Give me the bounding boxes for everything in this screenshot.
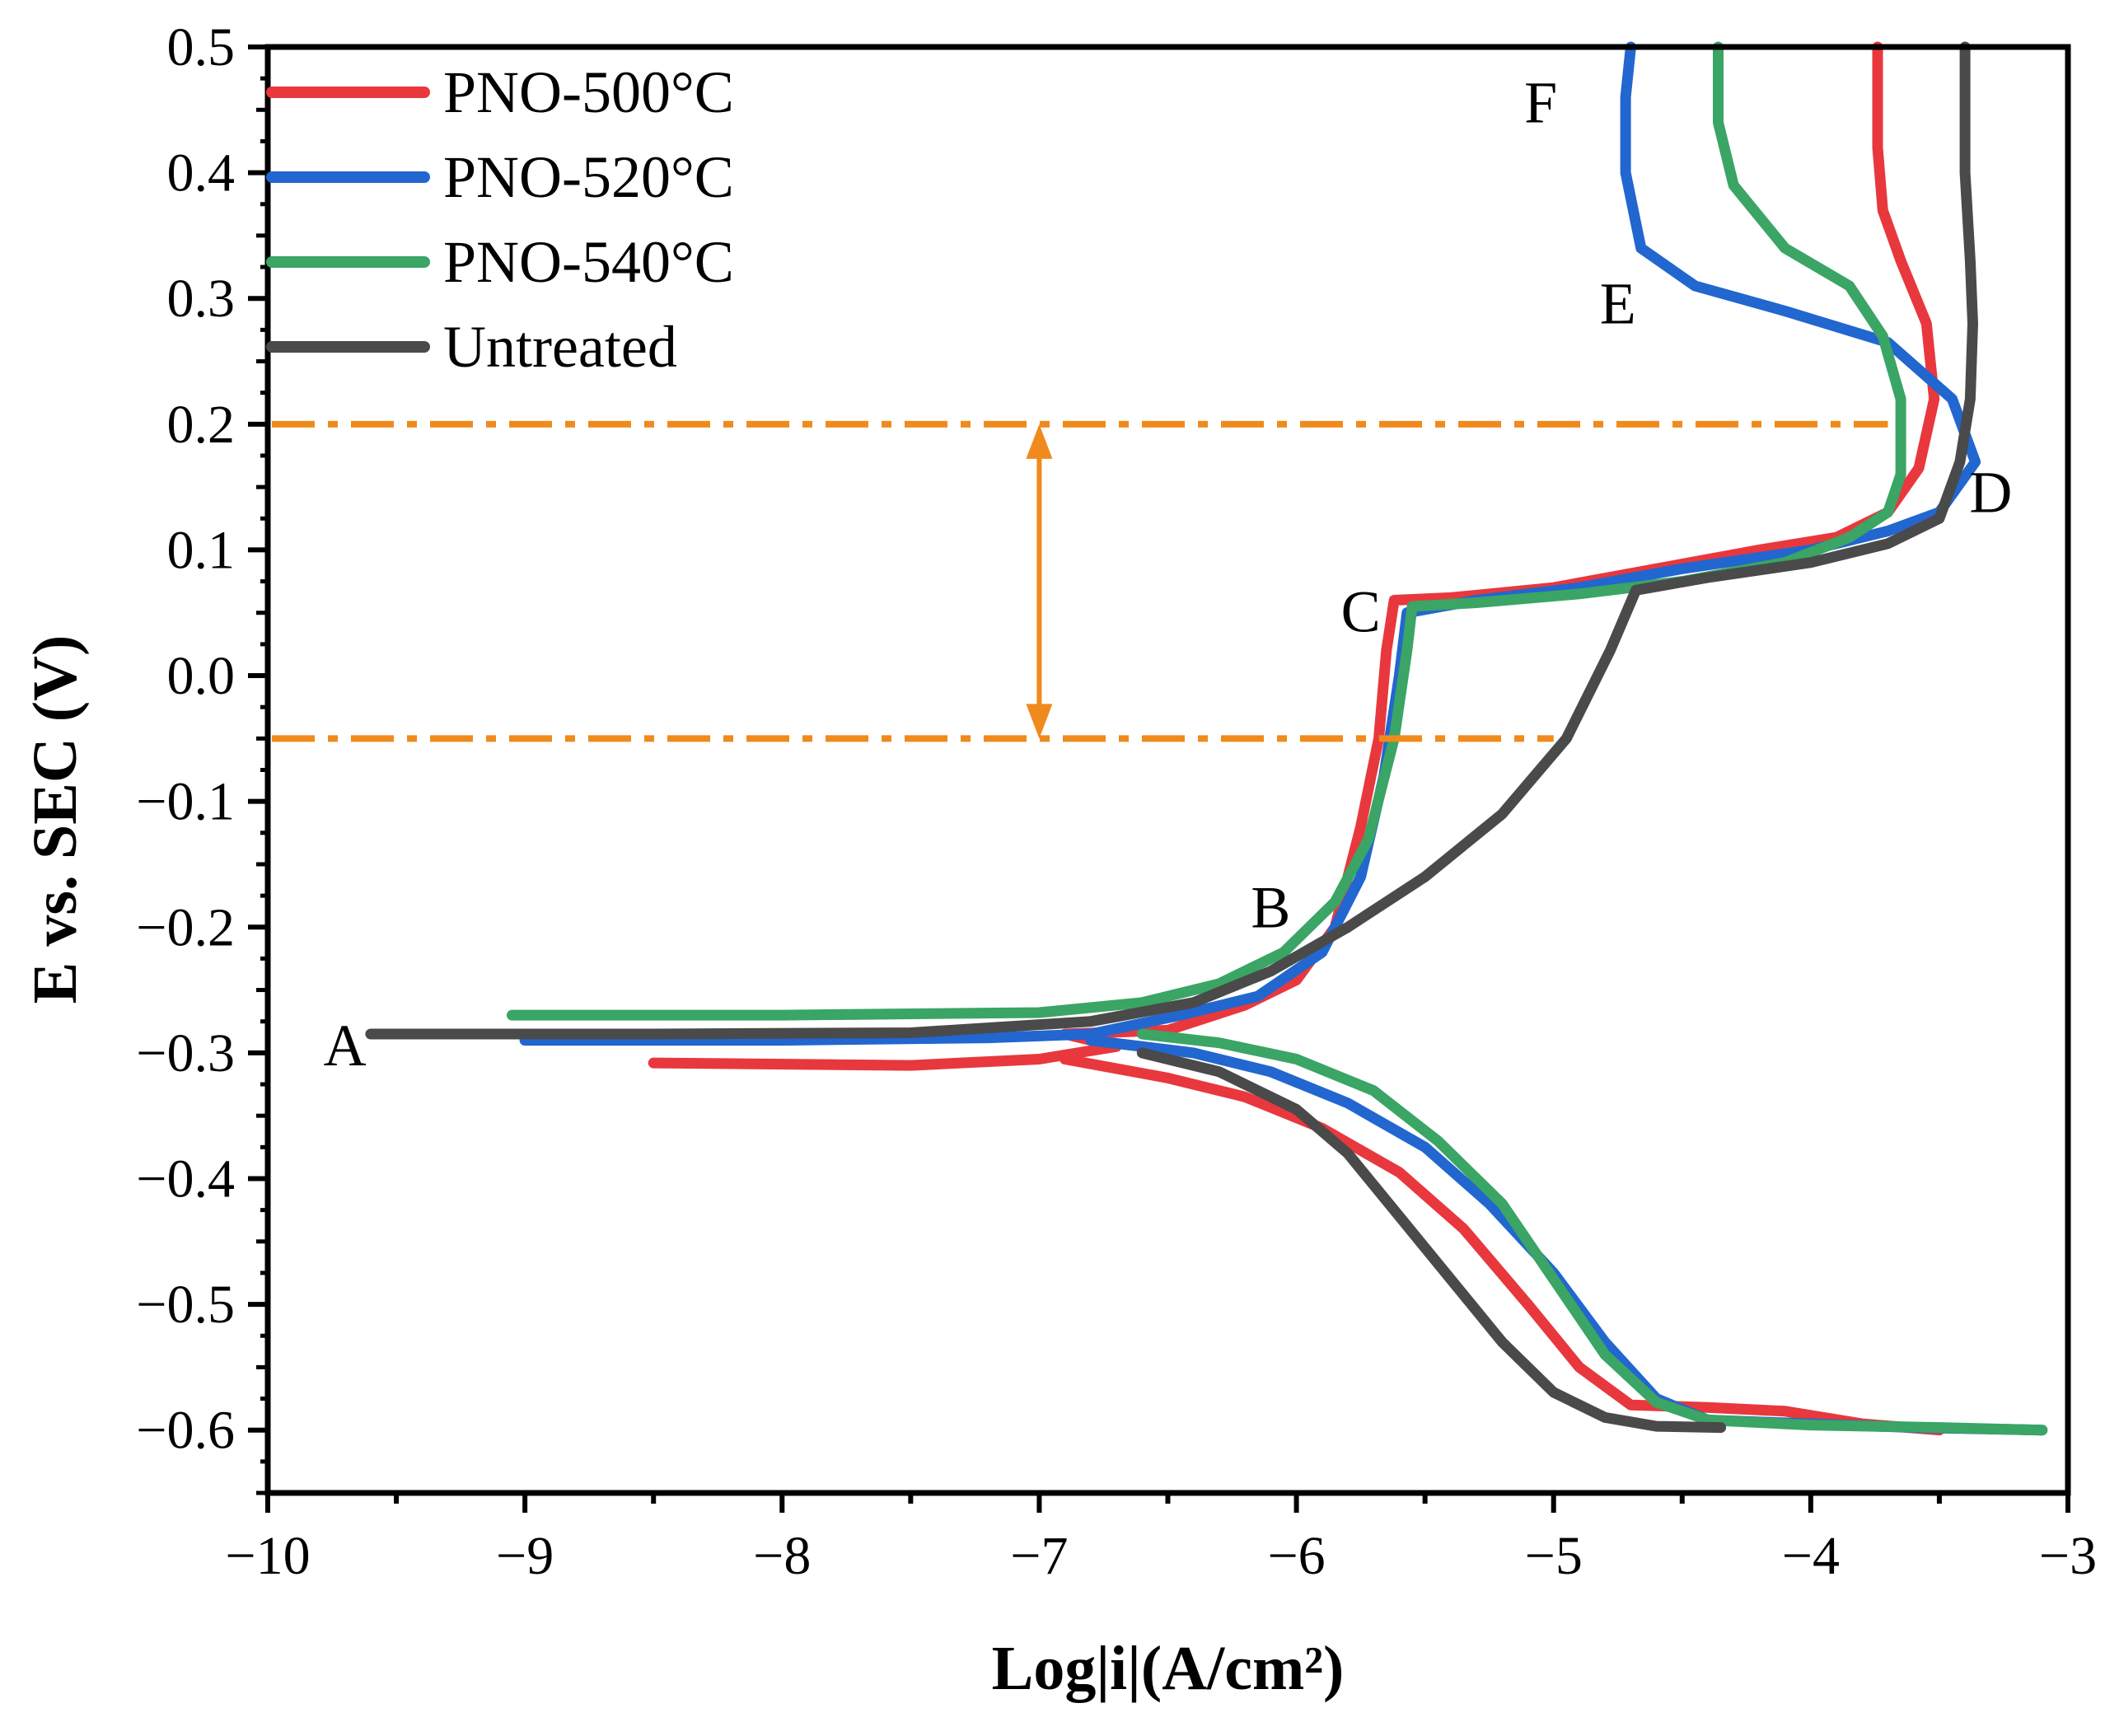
y-tick-label: −0.1	[136, 772, 235, 832]
y-tick-label: −0.5	[136, 1275, 235, 1335]
range-arrow-head-up	[1026, 423, 1053, 459]
y-tick-label: 0.4	[167, 143, 236, 204]
annotation-label: B	[1251, 874, 1290, 940]
range-arrow-head-down	[1026, 704, 1053, 739]
annotations: A B C D E F	[324, 70, 2013, 1079]
series-line-7	[1136, 1047, 1727, 1434]
series-line-4	[1060, 1054, 1945, 1436]
x-tick-label: −8	[753, 1526, 811, 1586]
x-tick-label: −7	[1010, 1526, 1068, 1586]
y-tick-label: 0.1	[167, 520, 236, 580]
legend-label: Untreated	[443, 314, 677, 380]
x-tick-label: −6	[1267, 1526, 1325, 1586]
annotation-label: D	[1969, 460, 2012, 526]
legend-label: PNO-540°C	[443, 229, 734, 295]
series-line-2	[507, 41, 1906, 1021]
y-tick-label: −0.2	[136, 897, 235, 957]
x-tick-label: −10	[225, 1526, 310, 1586]
x-axis-title: Log|i|(A/cm²)	[992, 1634, 1345, 1703]
y-tick-label: −0.6	[136, 1401, 235, 1461]
x-tick-label: −3	[2039, 1526, 2097, 1586]
x-tick-label: −4	[1782, 1526, 1840, 1586]
annotation-label: E	[1600, 271, 1636, 337]
y-tick-label: 0.0	[167, 646, 236, 706]
series-line-6	[1136, 1028, 2048, 1436]
x-axis: −10 −9 −8 −7 −6 −5 −4 −3	[225, 1493, 2097, 1586]
y-tick-label: 0.3	[167, 269, 236, 329]
y-tick-label: −0.4	[136, 1149, 235, 1209]
annotation-label: C	[1341, 579, 1381, 645]
legend-label: PNO-520°C	[443, 144, 734, 210]
series-line-3	[365, 41, 1978, 1040]
legend: PNO-500°C PNO-520°C PNO-540°C Untreated	[266, 59, 734, 380]
x-tick-label: −9	[496, 1526, 554, 1586]
x-tick-label: −5	[1525, 1526, 1583, 1586]
y-axis: 0.5 0.4 0.3 0.2 0.1 0.0 −0.1 −0.2 −0.3 −0.4 −0.5 −0…	[136, 17, 268, 1495]
y-tick-label: −0.3	[136, 1023, 235, 1083]
reference-lines	[272, 420, 1888, 742]
series-line-1	[519, 41, 1981, 1046]
legend-label: PNO-500°C	[443, 59, 734, 125]
annotation-label: F	[1524, 70, 1557, 136]
y-tick-label: 0.5	[167, 17, 236, 77]
series-curves	[365, 41, 2048, 1436]
y-tick-label: 0.2	[167, 395, 236, 455]
annotation-label: A	[324, 1013, 367, 1079]
y-axis-title: E vs. SEC (V)	[21, 635, 90, 1004]
